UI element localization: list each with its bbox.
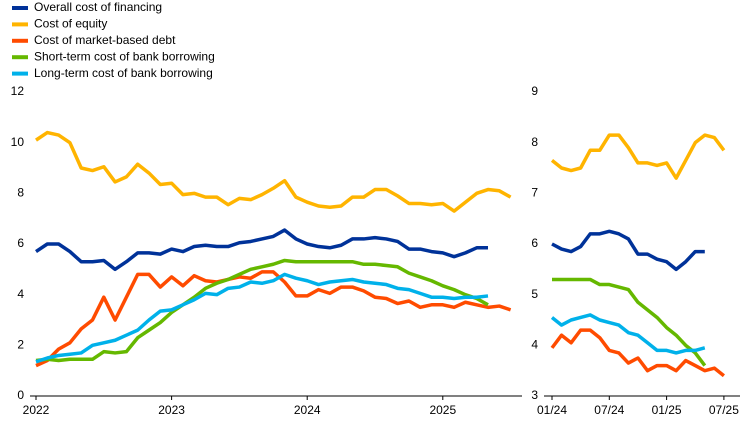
y-tick-label: 10	[11, 135, 25, 149]
y-tick-label: 2	[17, 338, 24, 352]
y-tick-label: 5	[531, 287, 538, 301]
y-tick-label: 4	[531, 338, 538, 352]
series-line	[35, 270, 512, 368]
y-tick-label: 4	[17, 287, 24, 301]
y-tick-label: 6	[531, 236, 538, 250]
y-tick-label: 3	[531, 388, 538, 402]
x-tick-label: 07/25	[709, 403, 739, 417]
y-tick-label: 6	[17, 236, 24, 250]
y-tick-label: 8	[531, 135, 538, 149]
series-line	[35, 272, 489, 364]
legend-label: Long-term cost of bank borrowing	[34, 66, 213, 80]
legend-label: Cost of market-based debt	[34, 33, 176, 47]
x-tick-label: 01/24	[537, 403, 567, 417]
series-line	[551, 229, 705, 272]
series-line	[552, 277, 707, 367]
y-tick-label: 7	[531, 186, 538, 200]
legend-label: Short-term cost of bank borrowing	[34, 49, 215, 63]
x-tick-label: 07/24	[594, 403, 624, 417]
series-line	[35, 228, 488, 272]
series-line	[35, 258, 489, 363]
series-line	[550, 133, 726, 180]
x-tick-label: 2023	[158, 403, 185, 417]
y-tick-label: 0	[17, 388, 24, 402]
y-tick-label: 12	[11, 84, 25, 98]
y-tick-label: 8	[17, 186, 24, 200]
y-tick-label: 9	[531, 84, 538, 98]
x-tick-label: 01/25	[652, 403, 682, 417]
x-tick-label: 2024	[294, 403, 321, 417]
x-tick-label: 2022	[23, 403, 50, 417]
series-line	[550, 328, 725, 378]
legend-label: Overall cost of financing	[34, 0, 162, 14]
x-tick-label: 2025	[429, 403, 456, 417]
series-line	[35, 130, 512, 213]
series-line	[550, 313, 706, 355]
legend-label: Cost of equity	[34, 17, 107, 31]
